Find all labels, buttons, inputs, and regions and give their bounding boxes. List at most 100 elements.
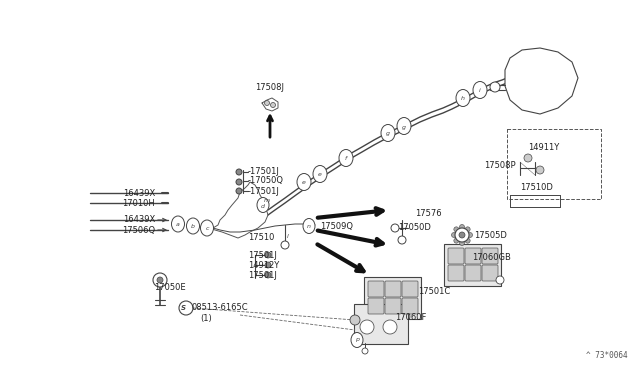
Text: h: h — [461, 96, 465, 102]
Ellipse shape — [297, 173, 311, 190]
Ellipse shape — [351, 333, 363, 347]
Text: m: m — [264, 198, 270, 202]
Circle shape — [460, 241, 465, 246]
Text: 17510D: 17510D — [520, 183, 553, 192]
Circle shape — [179, 301, 193, 315]
Circle shape — [362, 348, 368, 354]
Ellipse shape — [313, 166, 327, 183]
Circle shape — [454, 227, 459, 232]
Circle shape — [536, 166, 544, 174]
Text: 17510: 17510 — [248, 232, 275, 241]
FancyBboxPatch shape — [364, 277, 421, 319]
FancyBboxPatch shape — [448, 248, 464, 264]
Text: (1): (1) — [200, 314, 212, 324]
Circle shape — [265, 252, 271, 258]
FancyBboxPatch shape — [368, 281, 384, 297]
Text: i: i — [479, 89, 481, 93]
Circle shape — [465, 238, 470, 243]
Text: l: l — [287, 234, 289, 240]
FancyBboxPatch shape — [482, 265, 498, 281]
FancyBboxPatch shape — [444, 244, 501, 286]
FancyBboxPatch shape — [465, 248, 481, 264]
Text: e: e — [318, 173, 322, 177]
FancyBboxPatch shape — [385, 281, 401, 297]
Text: 16439X: 16439X — [123, 215, 155, 224]
Circle shape — [153, 273, 167, 287]
Circle shape — [496, 276, 504, 284]
Text: b: b — [191, 224, 195, 230]
Text: -17050Q: -17050Q — [248, 176, 284, 186]
Text: -17501J: -17501J — [248, 167, 280, 176]
Circle shape — [281, 241, 289, 249]
FancyBboxPatch shape — [402, 281, 418, 297]
Text: 17501J: 17501J — [248, 250, 277, 260]
Circle shape — [236, 169, 242, 175]
Ellipse shape — [339, 150, 353, 167]
Ellipse shape — [200, 220, 214, 236]
Text: 17050E: 17050E — [154, 283, 186, 292]
Circle shape — [265, 262, 271, 268]
FancyBboxPatch shape — [385, 298, 401, 314]
Circle shape — [271, 103, 275, 108]
Text: c: c — [205, 227, 209, 231]
Text: -17501J: -17501J — [248, 186, 280, 196]
Text: a: a — [176, 222, 180, 228]
Ellipse shape — [172, 216, 184, 232]
Circle shape — [157, 277, 163, 283]
Text: 17508P: 17508P — [484, 160, 516, 170]
Ellipse shape — [186, 218, 200, 234]
Text: 17050D: 17050D — [398, 222, 431, 231]
Ellipse shape — [257, 198, 269, 212]
Text: 14912Y: 14912Y — [248, 260, 279, 269]
Circle shape — [236, 179, 242, 185]
Text: f: f — [345, 157, 347, 161]
Text: 17060GB: 17060GB — [472, 253, 511, 263]
Text: n: n — [307, 224, 311, 230]
FancyBboxPatch shape — [448, 265, 464, 281]
Circle shape — [265, 272, 271, 278]
Circle shape — [391, 224, 399, 232]
Circle shape — [465, 227, 470, 232]
FancyBboxPatch shape — [368, 298, 384, 314]
Text: 16439X: 16439X — [123, 189, 155, 198]
Circle shape — [460, 224, 465, 230]
Text: 17060F: 17060F — [395, 314, 426, 323]
Text: 17501J: 17501J — [248, 270, 277, 279]
Text: 17506Q: 17506Q — [122, 225, 155, 234]
FancyBboxPatch shape — [465, 265, 481, 281]
Text: 17509Q: 17509Q — [320, 222, 353, 231]
Circle shape — [236, 188, 242, 194]
Text: e: e — [302, 180, 306, 186]
Ellipse shape — [303, 218, 315, 234]
Circle shape — [459, 232, 465, 238]
Polygon shape — [505, 48, 578, 114]
FancyBboxPatch shape — [507, 129, 601, 199]
Ellipse shape — [473, 81, 487, 99]
Circle shape — [490, 82, 500, 92]
Text: 14911Y: 14911Y — [528, 144, 559, 153]
Circle shape — [455, 228, 469, 242]
FancyBboxPatch shape — [482, 248, 498, 264]
Ellipse shape — [456, 90, 470, 106]
Circle shape — [398, 236, 406, 244]
Ellipse shape — [397, 118, 411, 135]
Circle shape — [524, 154, 532, 162]
Circle shape — [451, 232, 456, 237]
Circle shape — [467, 232, 472, 237]
Text: S: S — [180, 305, 186, 311]
Text: 17505D: 17505D — [474, 231, 507, 240]
Text: 17576: 17576 — [415, 208, 442, 218]
Circle shape — [454, 238, 459, 243]
Text: 08513-6165C: 08513-6165C — [192, 304, 248, 312]
Text: d: d — [261, 203, 265, 208]
Circle shape — [264, 100, 269, 106]
Ellipse shape — [381, 125, 395, 141]
Circle shape — [383, 320, 397, 334]
Circle shape — [350, 315, 360, 325]
Text: p: p — [355, 337, 359, 343]
Text: g: g — [402, 125, 406, 129]
FancyBboxPatch shape — [402, 298, 418, 314]
Text: 17508J: 17508J — [255, 83, 285, 93]
FancyBboxPatch shape — [354, 304, 408, 344]
Text: g: g — [386, 131, 390, 137]
